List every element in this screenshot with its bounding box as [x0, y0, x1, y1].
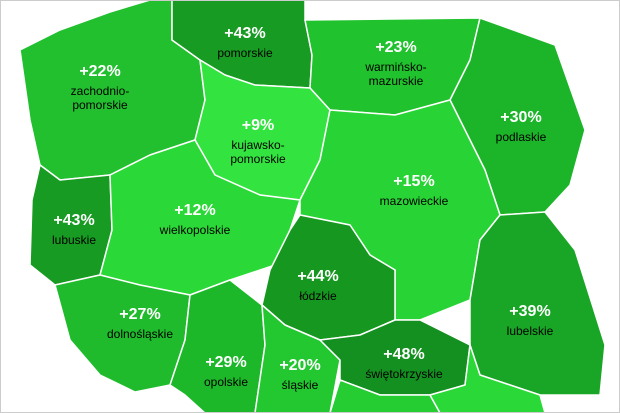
name-pomorskie: pomorskie — [217, 46, 273, 60]
label-mazowieckie: +15% mazowieckie — [380, 172, 449, 208]
label-pomorskie: +43% pomorskie — [217, 24, 272, 60]
label-lubelskie: +39% lubelskie — [507, 302, 554, 338]
pct-slaskie: +20% — [279, 357, 321, 374]
name-warminskomazurskie: warmińsko-mazurskie — [365, 60, 427, 88]
pct-kujawskopomorskie: +9% — [241, 117, 275, 134]
region-opolskie[interactable] — [169, 279, 266, 413]
pct-opolskie: +29% — [205, 354, 247, 371]
label-kujawskopomorskie: +9% kujawsko-pomorskie — [218, 116, 298, 166]
name-zachodniopomorskie: zachodnio-pomorskie — [70, 84, 130, 112]
label-swietokrzyskie: +48% świętokrzyskie — [365, 345, 442, 381]
pct-pomorskie: +43% — [224, 25, 266, 42]
region-podkarpackie[interactable] — [429, 344, 546, 413]
name-dolnoslaskie: dolnośląskie — [106, 327, 174, 341]
pct-dolnoslaskie: +27% — [119, 306, 161, 323]
name-podlaskie: podlaskie — [495, 130, 547, 144]
pct-mazowieckie: +15% — [393, 173, 435, 190]
label-zachodniopomorskie: +22% zachodnio-pomorskie — [57, 62, 143, 112]
region-slaskie[interactable] — [254, 304, 341, 413]
pct-zachodniopomorskie: +22% — [79, 63, 121, 80]
pct-swietokrzyskie: +48% — [383, 346, 425, 363]
name-lubuskie: lubuskie — [51, 233, 97, 247]
pct-podlaskie: +30% — [500, 109, 542, 126]
label-dolnoslaskie: +27% dolnośląskie — [107, 305, 173, 341]
pct-wielkopolskie: +12% — [174, 202, 216, 219]
label-slaskie: +20% śląskie — [279, 356, 320, 392]
pct-warminskomazurskie: +23% — [375, 39, 417, 56]
label-lubuskie: +43% lubuskie — [52, 211, 96, 247]
name-lubelskie: lubelskie — [506, 324, 554, 338]
name-swietokrzyskie: świętokrzyskie — [365, 367, 443, 381]
label-podlaskie: +30% podlaskie — [496, 108, 547, 144]
name-wielkopolskie: wielkopolskie — [159, 223, 231, 237]
name-mazowieckie: mazowieckie — [379, 194, 449, 208]
name-lodzkie: łódzkie — [299, 289, 337, 303]
name-slaskie: śląskie — [281, 378, 319, 392]
pct-lubuskie: +43% — [53, 212, 95, 229]
pct-lubelskie: +39% — [509, 303, 551, 320]
label-lodzkie: +44% łódzkie — [297, 267, 338, 303]
label-wielkopolskie: +12% wielkopolskie — [160, 201, 231, 237]
label-opolskie: +29% opolskie — [204, 353, 248, 389]
name-kujawskopomorskie: kujawsko-pomorskie — [230, 138, 286, 166]
label-warminskomazurskie: +23% warmińsko-mazurskie — [356, 38, 436, 88]
name-opolskie: opolskie — [203, 375, 249, 389]
pct-lodzkie: +44% — [297, 268, 339, 285]
